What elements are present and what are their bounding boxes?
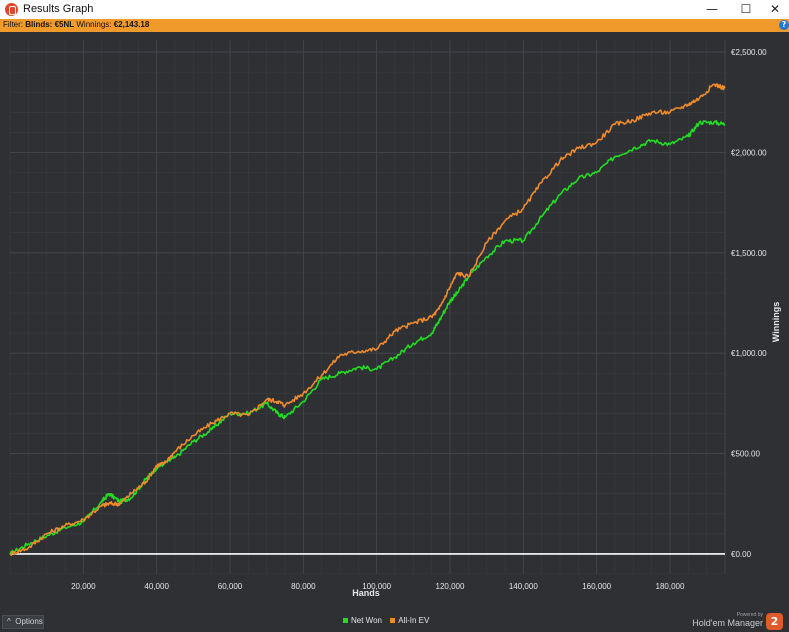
title-bar: Results Graph — ☐ ✕ — [0, 0, 789, 19]
options-label: Options — [15, 617, 43, 626]
help-icon[interactable]: ? — [779, 20, 789, 30]
x-tick-label: 140,000 — [509, 582, 538, 591]
y-tick-label: €500.00 — [731, 450, 760, 459]
y-tick-label: €1,500.00 — [731, 249, 767, 258]
app-icon — [5, 3, 18, 16]
options-button[interactable]: ^ Options — [2, 615, 44, 629]
chevron-up-icon: ^ — [7, 617, 11, 626]
legend-item-all-in-ev: All-In EV — [390, 616, 429, 625]
x-tick-label: 120,000 — [436, 582, 465, 591]
ticks-layer: 20,000 40,000 60,000 80,000 100,000 120,000 14… — [71, 48, 767, 591]
x-tick-label: 20,000 — [71, 582, 96, 591]
y-tick-label: €2,000.00 — [731, 148, 767, 157]
legend-label-net-won: Net Won — [351, 616, 382, 625]
chart-svg: 20,000 40,000 60,000 80,000 100,000 120,000 14… — [0, 32, 789, 612]
blinds-label: Blinds: — [25, 20, 53, 29]
winnings-label: Winnings: — [76, 20, 112, 29]
brand-logo-icon: 2 — [766, 613, 783, 630]
brand-badge: Powered by Hold'em Manager 2 — [692, 612, 787, 632]
series-line-all-in-ev — [9, 83, 726, 556]
blinds-value: €5NL — [54, 20, 75, 29]
maximize-button[interactable]: ☐ — [740, 2, 752, 16]
x-tick-label: 100,000 — [362, 582, 391, 591]
major-grid — [10, 40, 726, 574]
winnings-value: €2,143.18 — [113, 20, 150, 29]
chart-legend: Net Won All-In EV — [343, 616, 435, 625]
y-tick-label: €1,000.00 — [731, 349, 767, 358]
results-chart: 20,000 40,000 60,000 80,000 100,000 120,000 14… — [0, 32, 789, 612]
filter-summary: Filter: Blinds: €5NL Winnings: €2,143.18 — [3, 20, 149, 29]
x-tick-label: 80,000 — [291, 582, 316, 591]
series-layer — [9, 83, 726, 556]
bottom-bar: ^ Options Net Won All-In EV Powered by H… — [0, 612, 789, 632]
y-axis-label: Winnings — [771, 302, 781, 342]
series-line-net-won — [9, 119, 726, 555]
legend-swatch-net-won — [343, 618, 348, 624]
x-tick-label: 180,000 — [656, 582, 685, 591]
close-button[interactable]: ✕ — [769, 2, 781, 16]
x-axis-label: Hands — [352, 588, 380, 598]
powered-by-text: Powered by — [736, 612, 763, 618]
brand-name: Hold'em Manager — [692, 618, 763, 628]
x-tick-label: 160,000 — [582, 582, 611, 591]
x-tick-label: 60,000 — [218, 582, 243, 591]
x-tick-label: 40,000 — [144, 582, 169, 591]
plot-background — [0, 32, 789, 612]
minimize-button[interactable]: — — [706, 2, 718, 16]
legend-label-all-in-ev: All-In EV — [398, 616, 430, 625]
y-tick-label: €2,500.00 — [731, 48, 767, 57]
filter-bar: Filter: Blinds: €5NL Winnings: €2,143.18… — [0, 19, 789, 32]
legend-swatch-all-in-ev — [390, 618, 396, 624]
y-tick-label: €0.00 — [731, 550, 752, 559]
window-title: Results Graph — [23, 3, 94, 15]
legend-item-net-won: Net Won — [343, 616, 382, 625]
filter-prefix: Filter: — [3, 20, 23, 29]
